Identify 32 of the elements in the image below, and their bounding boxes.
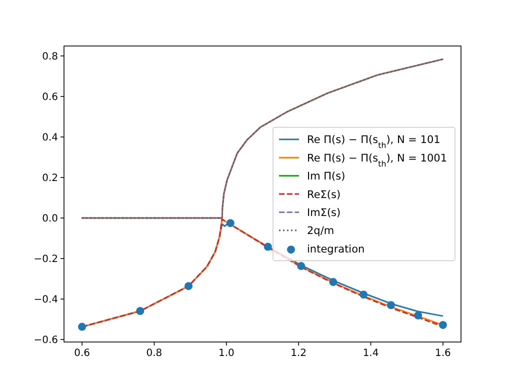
legend-label: integration [307,243,365,256]
point [264,242,272,251]
point [329,278,338,286]
legend-label: ImΣ(s) [307,207,341,219]
point [184,282,193,290]
x-tick-label: 1.6 [435,348,451,359]
x-tick-label: 1.2 [290,348,307,359]
y-tick-label: 0.8 [42,51,58,62]
point [386,301,395,310]
point [226,219,234,228]
y-tick-label: −0.2 [34,254,58,266]
x-tick-label: 1.4 [362,348,379,359]
x-tick-label: 1.0 [218,348,234,359]
y-tick-label: 0.2 [42,172,58,184]
legend-label: Re Π(s) − Π(s$_{th}$), N = 101 [307,134,440,150]
y-tick-label: 0.0 [42,214,58,225]
point [414,311,422,320]
point [360,290,368,299]
point [136,307,144,315]
y-tick-label: 0.6 [42,92,58,103]
point [438,320,447,329]
legend-label: Re Π(s) − Π(s$_{th}$), N = 1001 [307,152,448,168]
legend-label: Im Π(s) [307,170,346,183]
y-tick-label: −0.4 [34,294,58,306]
x-tick-label: 0.6 [74,348,90,359]
x-tick-label: 0.8 [146,348,162,359]
point [78,322,86,331]
y-tick-label: −0.6 [34,335,58,346]
legend-label: ReΣ(s) [307,188,341,201]
point [297,262,306,270]
legend-label: 2q/m [307,225,334,238]
y-tick-label: 0.4 [42,132,58,144]
